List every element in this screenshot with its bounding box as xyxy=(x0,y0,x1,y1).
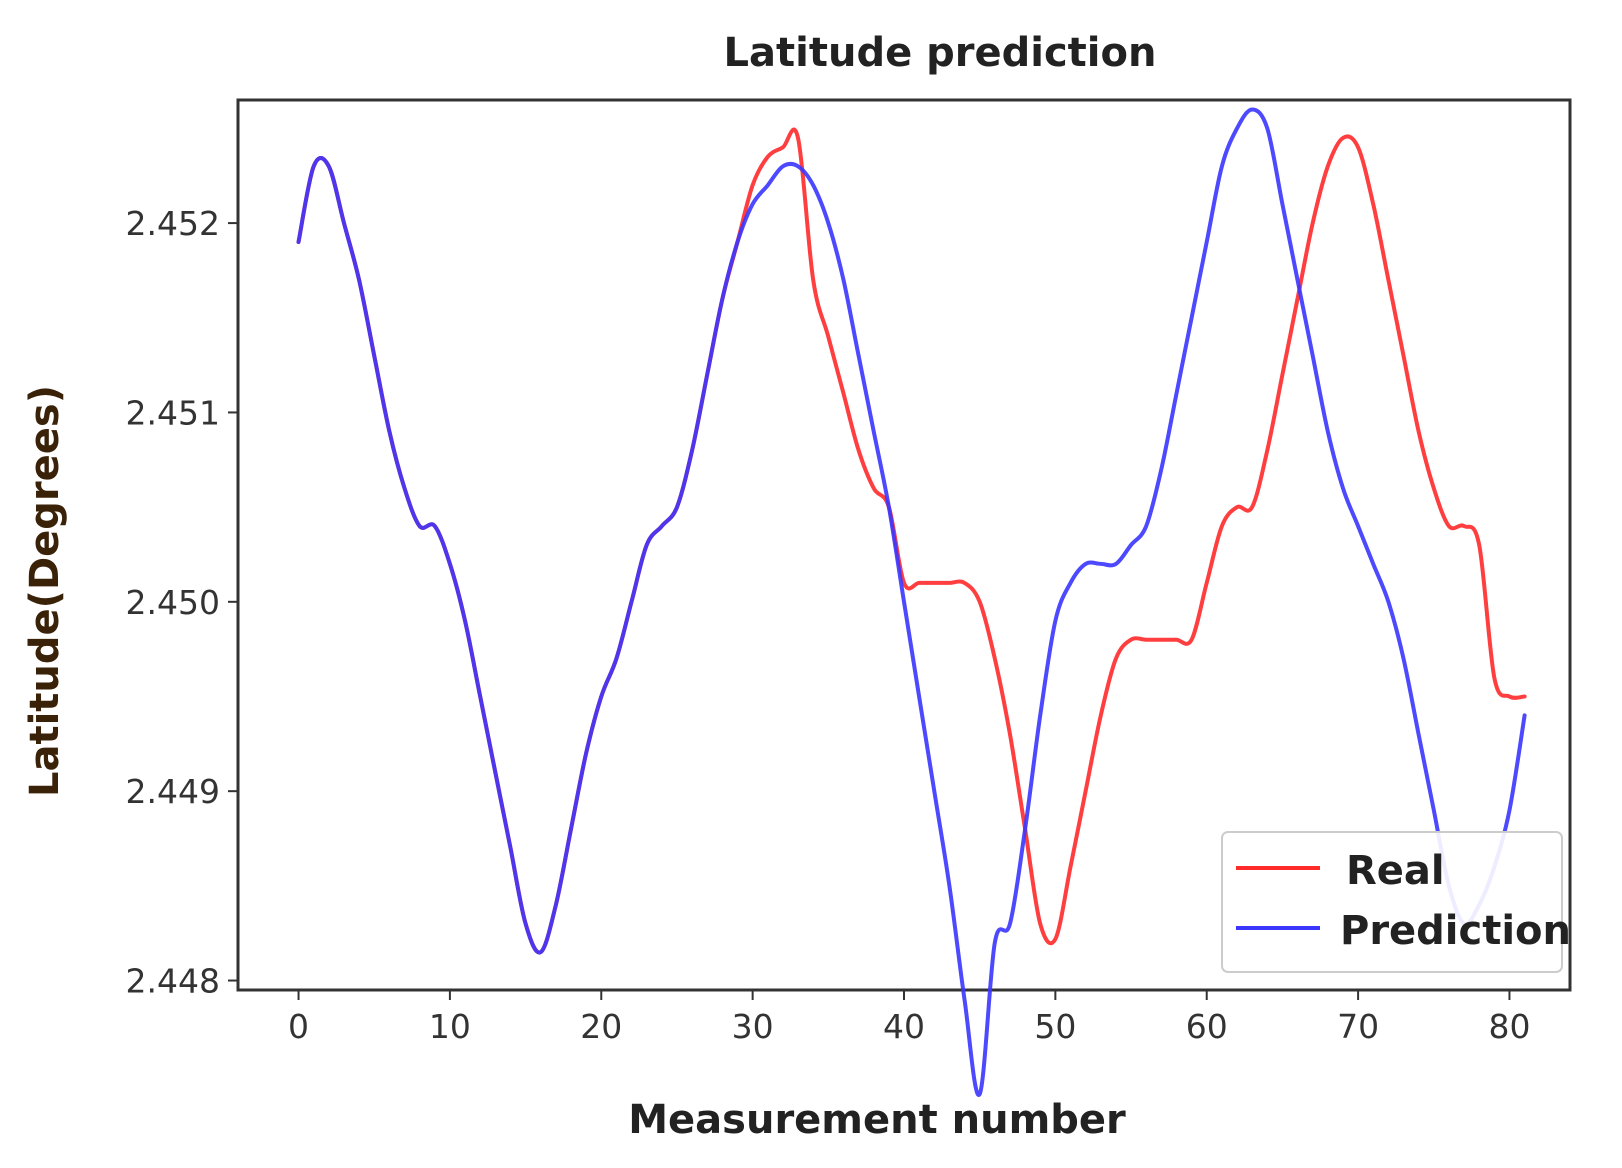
y-tick-label: 2.452 xyxy=(126,204,220,243)
legend-label-prediction: Prediction xyxy=(1340,908,1571,954)
legend: Real Prediction xyxy=(1221,831,1571,973)
y-tick-label: 2.448 xyxy=(126,962,220,1001)
x-tick-label: 60 xyxy=(1186,1007,1228,1046)
y-tick-label: 2.449 xyxy=(126,772,220,811)
x-tick-label: 10 xyxy=(429,1007,471,1046)
chart-title: Latitude prediction xyxy=(724,30,1157,76)
y-tick-label: 2.450 xyxy=(126,583,220,622)
x-tick-label: 40 xyxy=(883,1007,925,1046)
x-tick-label: 50 xyxy=(1034,1007,1076,1046)
y-axis-label: Latitude(Degrees) xyxy=(22,385,68,797)
x-tick-label: 80 xyxy=(1488,1007,1530,1046)
series-layer xyxy=(296,107,1527,1097)
x-tick-label: 0 xyxy=(288,1007,309,1046)
legend-label-real: Real xyxy=(1346,848,1445,894)
x-axis: 0 10 20 30 40 50 60 70 80 xyxy=(288,990,1530,1046)
y-tick-label: 2.451 xyxy=(126,393,220,432)
x-axis-label: Measurement number xyxy=(628,1097,1126,1143)
x-tick-label: 30 xyxy=(732,1007,774,1046)
x-tick-label: 70 xyxy=(1337,1007,1379,1046)
series-line-prediction xyxy=(296,107,1527,1097)
x-tick-label: 20 xyxy=(580,1007,622,1046)
y-axis: 2.448 2.449 2.450 2.451 2.452 xyxy=(126,204,238,1001)
